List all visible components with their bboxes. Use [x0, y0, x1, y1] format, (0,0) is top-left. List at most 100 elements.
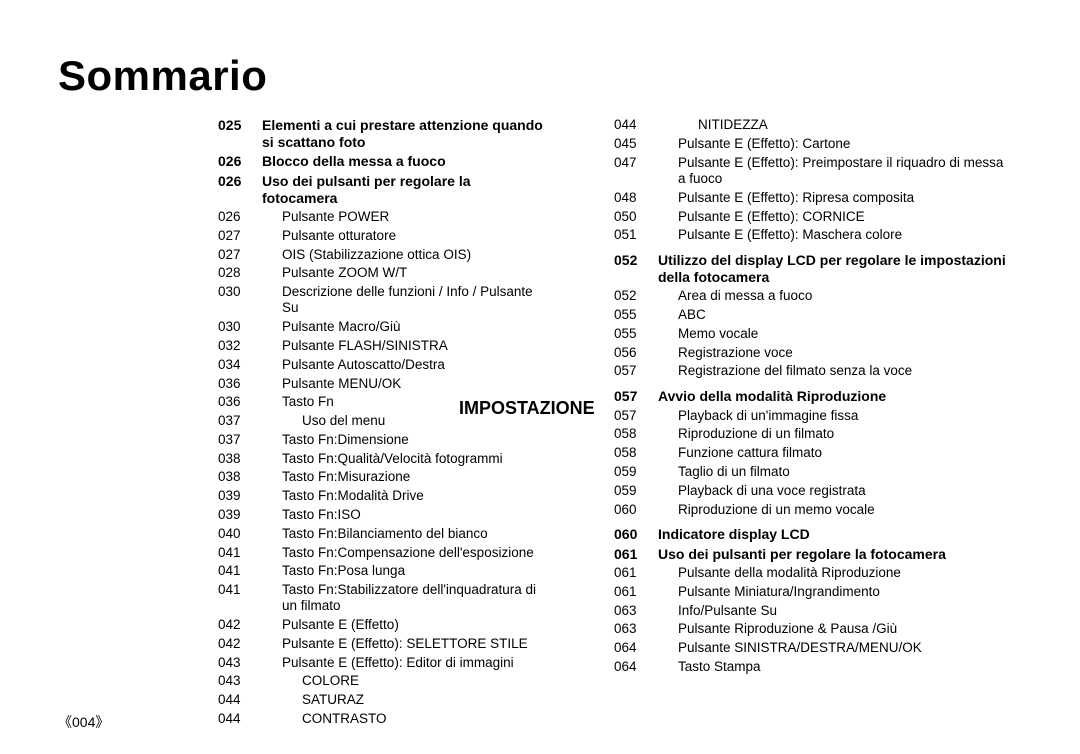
toc-text: NITIDEZZA	[658, 117, 1014, 133]
toc-row: 040Tasto Fn:Bilanciamento del bianco	[218, 524, 548, 543]
toc-text: Pulsante FLASH/SINISTRA	[262, 338, 548, 354]
toc-row: 042Pulsante E (Effetto): SELETTORE STILE	[218, 635, 548, 654]
toc-row: 055ABC	[614, 306, 1014, 325]
toc-row: 044NITIDEZZA	[614, 116, 1014, 135]
toc-text: Tasto Fn:ISO	[262, 507, 548, 523]
toc-page: 026	[218, 153, 262, 170]
toc-page: 043	[218, 673, 262, 689]
toc-text: Uso dei pulsanti per regolare la fotocam…	[658, 546, 1014, 563]
toc-row: 026Uso dei pulsanti per regolare la foto…	[218, 172, 548, 208]
toc-text: Taglio di un filmato	[658, 464, 1014, 480]
toc-row: 039Tasto Fn:Modalità Drive	[218, 487, 548, 506]
toc-row: 057Playback di un'immagine fissa	[614, 406, 1014, 425]
toc-page: 056	[614, 345, 658, 361]
toc-row: 061Pulsante Miniatura/Ingrandimento	[614, 583, 1014, 602]
toc-text: Funzione cattura filmato	[658, 445, 1014, 461]
toc-row: 037Uso del menu	[218, 412, 548, 431]
toc-text: Tasto Fn:Stabilizzatore dell'inquadratur…	[262, 582, 548, 614]
toc-page: 061	[614, 546, 658, 563]
toc-row: 042Pulsante E (Effetto)	[218, 616, 548, 635]
toc-row: 059Playback di una voce registrata	[614, 481, 1014, 500]
toc-page: 027	[218, 228, 262, 244]
toc-row: 057Avvio della modalità Riproduzione	[614, 387, 1014, 406]
toc-row: 063Pulsante Riproduzione & Pausa /Giù	[614, 620, 1014, 639]
toc-text: Registrazione del filmato senza la voce	[658, 363, 1014, 379]
toc-row: 058Funzione cattura filmato	[614, 444, 1014, 463]
toc-row: 030Descrizione delle funzioni / Info / P…	[218, 283, 548, 318]
toc-page: 044	[614, 117, 658, 133]
toc-page: 064	[614, 640, 658, 656]
toc-page: 064	[614, 659, 658, 675]
toc-text: Blocco della messa a fuoco	[262, 153, 548, 170]
toc-text: Registrazione voce	[658, 345, 1014, 361]
toc-page: 045	[614, 136, 658, 152]
toc-page: 050	[614, 209, 658, 225]
toc-row: 025Elementi a cui prestare attenzione qu…	[218, 116, 548, 152]
toc-page: 036	[218, 394, 262, 410]
toc-text: Pulsante otturatore	[262, 228, 548, 244]
toc-row: 038Tasto Fn:Misurazione	[218, 468, 548, 487]
toc-page: 032	[218, 338, 262, 354]
toc-row: 043Pulsante E (Effetto): Editor di immag…	[218, 653, 548, 672]
toc-text: Info/Pulsante Su	[658, 603, 1014, 619]
toc-row: 063Info/Pulsante Su	[614, 601, 1014, 620]
toc-row: 037Tasto Fn:Dimensione	[218, 431, 548, 450]
toc-page: 027	[218, 247, 262, 263]
toc-page: 057	[614, 388, 658, 405]
toc-text: Uso dei pulsanti per regolare la fotocam…	[262, 173, 548, 207]
toc-text: Tasto Fn:Posa lunga	[262, 563, 548, 579]
toc-row: 060Indicatore display LCD	[614, 525, 1014, 544]
toc-text: Tasto Fn:Modalità Drive	[262, 488, 548, 504]
toc-text: Pulsante della modalità Riproduzione	[658, 565, 1014, 581]
toc-page: 030	[218, 284, 262, 300]
toc-page: 038	[218, 469, 262, 485]
toc-row: 030Pulsante Macro/Giù	[218, 318, 548, 337]
toc-row: 034Pulsante Autoscatto/Destra	[218, 355, 548, 374]
toc-row: 041Tasto Fn:Stabilizzatore dell'inquadra…	[218, 581, 548, 616]
toc-page: 039	[218, 507, 262, 523]
toc-text: COLORE	[262, 673, 548, 689]
toc-page: 061	[614, 584, 658, 600]
toc-row: 043COLORE	[218, 672, 548, 691]
toc-page: 041	[218, 582, 262, 598]
toc-page: 044	[218, 692, 262, 708]
toc-left-column: 025Elementi a cui prestare attenzione qu…	[218, 116, 548, 728]
toc-page: 042	[218, 617, 262, 633]
toc-page: 041	[218, 545, 262, 561]
toc-row: 057Registrazione del filmato senza la vo…	[614, 362, 1014, 381]
toc-text: Memo vocale	[658, 326, 1014, 342]
toc-text: Tasto Fn:Qualità/Velocità fotogrammi	[262, 451, 548, 467]
toc-page: 041	[218, 563, 262, 579]
toc-text: Pulsante POWER	[262, 209, 548, 225]
toc-row: 027OIS (Stabilizzazione ottica OIS)	[218, 245, 548, 264]
toc-page: 051	[614, 227, 658, 243]
toc-page: 026	[218, 173, 262, 190]
toc-row: 052Area di messa a fuoco	[614, 287, 1014, 306]
toc-page: 063	[614, 621, 658, 637]
toc-row: 050Pulsante E (Effetto): CORNICE	[614, 207, 1014, 226]
toc-page: 042	[218, 636, 262, 652]
toc-page: 044	[218, 711, 262, 727]
toc-page: 048	[614, 190, 658, 206]
page-number: 《004》	[58, 712, 109, 732]
toc-page: 057	[614, 408, 658, 424]
toc-text: Tasto Fn:Bilanciamento del bianco	[262, 526, 548, 542]
toc-row: 060Riproduzione di un memo vocale	[614, 500, 1014, 519]
toc-text: Pulsante Riproduzione & Pausa /Giù	[658, 621, 1014, 637]
toc-text: Tasto Fn:Compensazione dell'esposizione	[262, 545, 548, 561]
toc-text: Pulsante E (Effetto)	[262, 617, 548, 633]
toc-row: 036Pulsante MENU/OK	[218, 374, 548, 393]
toc-page: 037	[218, 432, 262, 448]
toc-page: 063	[614, 603, 658, 619]
toc-row: 056Registrazione voce	[614, 343, 1014, 362]
toc-text: Riproduzione di un filmato	[658, 426, 1014, 442]
toc-page: 030	[218, 319, 262, 335]
toc-row: 045Pulsante E (Effetto): Cartone	[614, 135, 1014, 154]
toc-row: 061Uso dei pulsanti per regolare la foto…	[614, 544, 1014, 563]
toc-row: 048Pulsante E (Effetto): Ripresa composi…	[614, 189, 1014, 208]
toc-text: Tasto Fn	[262, 394, 548, 410]
toc-text: Pulsante E (Effetto): Ripresa composita	[658, 190, 1014, 206]
toc-row: 044CONTRASTO	[218, 710, 548, 729]
toc-row: 055Memo vocale	[614, 325, 1014, 344]
toc-text: Tasto Fn:Dimensione	[262, 432, 548, 448]
